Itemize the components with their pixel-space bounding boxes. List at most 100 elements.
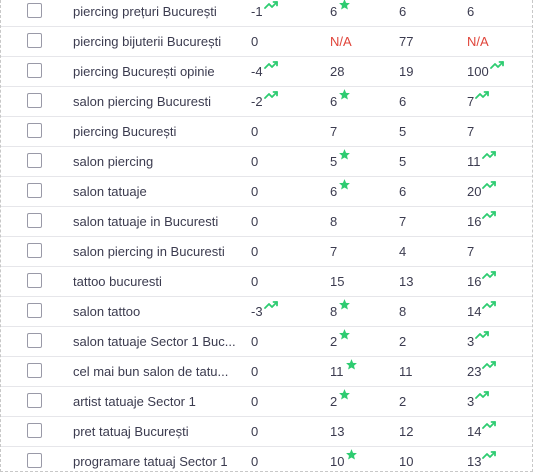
- best-position-cell: 7: [467, 237, 474, 266]
- trend-up-icon: [475, 90, 490, 100]
- table-row: pret tatuaj București 0 13 12 14: [1, 417, 532, 447]
- best-position-cell-value: 14: [467, 304, 482, 319]
- position-cell: 6: [330, 0, 351, 26]
- previous-position-cell-value: 77: [399, 34, 414, 49]
- previous-position-cell-value: 13: [399, 274, 414, 289]
- table-row: salon tatuaje 0 6 6 20: [1, 177, 532, 207]
- previous-position-cell-value: 5: [399, 154, 407, 169]
- best-position-cell: 14: [467, 297, 497, 326]
- previous-position-cell: 6: [399, 87, 406, 116]
- previous-position-cell-value: 6: [399, 184, 407, 199]
- table-row: programare tatuaj Sector 1 0 10 10 13: [1, 447, 532, 471]
- keyword-cell: salon tatuaje Sector 1 Buc...: [73, 327, 241, 356]
- keyword-cell: salon tatuaje: [73, 177, 241, 206]
- position-cell: N/A: [330, 27, 352, 56]
- trend-up-icon: [482, 360, 497, 370]
- change-cell: 0: [251, 207, 258, 236]
- trend-up-icon: [489, 60, 504, 70]
- previous-position-cell: 19: [399, 57, 413, 86]
- best-position-cell-value: 3: [467, 394, 475, 409]
- position-cell: 8: [330, 297, 351, 326]
- position-cell: 6: [330, 87, 351, 116]
- row-checkbox[interactable]: [27, 183, 42, 198]
- trend-up-icon: [263, 90, 278, 100]
- row-checkbox[interactable]: [27, 333, 42, 348]
- change-cell: 0: [251, 327, 258, 356]
- keyword-cell-value: salon piercing Bucuresti: [73, 94, 212, 109]
- trend-up-icon: [263, 300, 278, 310]
- keyword-cell-value: piercing București opinie: [73, 64, 215, 79]
- row-checkbox[interactable]: [27, 303, 42, 318]
- previous-position-cell: 2: [399, 327, 406, 356]
- previous-position-cell: 5: [399, 117, 406, 146]
- best-position-cell-value: 16: [467, 274, 482, 289]
- keyword-cell: artist tatuaje Sector 1: [73, 387, 241, 416]
- change-cell-value: 0: [251, 34, 259, 49]
- keyword-cell: piercing prețuri București: [73, 0, 241, 26]
- previous-position-cell: 12: [399, 417, 413, 446]
- best-position-cell-value: 20: [467, 184, 482, 199]
- change-cell-value: 0: [251, 274, 259, 289]
- best-position-cell: 20: [467, 177, 497, 206]
- previous-position-cell-value: 6: [399, 4, 407, 19]
- row-checkbox[interactable]: [27, 33, 42, 48]
- position-cell-value: 28: [330, 64, 345, 79]
- best-position-cell-value: 100: [467, 64, 489, 79]
- change-cell: -1: [251, 0, 278, 26]
- keyword-cell: piercing bijuterii București: [73, 27, 241, 56]
- previous-position-cell: 13: [399, 267, 413, 296]
- position-cell: 2: [330, 327, 351, 356]
- best-position-cell-value: 7: [467, 244, 475, 259]
- star-icon: [338, 328, 351, 341]
- trend-up-icon: [482, 210, 497, 220]
- change-cell: 0: [251, 417, 258, 446]
- row-checkbox[interactable]: [27, 213, 42, 228]
- row-checkbox[interactable]: [27, 393, 42, 408]
- star-icon: [338, 388, 351, 401]
- position-cell-value: 8: [330, 304, 338, 319]
- keyword-cell-value: salon tatuaje: [73, 184, 147, 199]
- position-cell-value: N/A: [330, 34, 352, 49]
- best-position-cell-value: 7: [467, 94, 475, 109]
- change-cell: -2: [251, 87, 278, 116]
- keyword-cell: tattoo bucuresti: [73, 267, 241, 296]
- row-checkbox[interactable]: [27, 93, 42, 108]
- best-position-cell-value: 13: [467, 454, 482, 469]
- keyword-cell: piercing București: [73, 117, 241, 146]
- table-row: piercing prețuri București -1 6 6 6: [1, 0, 532, 27]
- best-position-cell: 14: [467, 417, 497, 446]
- row-checkbox[interactable]: [27, 63, 42, 78]
- table-row: salon tatuaje Sector 1 Buc... 0 2 2 3: [1, 327, 532, 357]
- best-position-cell: 11: [467, 147, 496, 176]
- previous-position-cell-value: 5: [399, 124, 407, 139]
- row-checkbox[interactable]: [27, 3, 42, 18]
- table-row: cel mai bun salon de tatu... 0 11 11 23: [1, 357, 532, 387]
- keyword-cell: salon piercing in Bucuresti: [73, 237, 241, 266]
- change-cell-value: -3: [251, 304, 263, 319]
- trend-up-icon: [482, 300, 497, 310]
- row-checkbox[interactable]: [27, 153, 42, 168]
- row-checkbox[interactable]: [27, 363, 42, 378]
- position-cell: 13: [330, 417, 344, 446]
- change-cell-value: 0: [251, 214, 259, 229]
- row-checkbox[interactable]: [27, 123, 42, 138]
- table-row: tattoo bucuresti 0 15 13 16: [1, 267, 532, 297]
- change-cell: 0: [251, 237, 258, 266]
- position-cell-value: 2: [330, 394, 338, 409]
- position-cell-value: 5: [330, 154, 338, 169]
- best-position-cell: 16: [467, 207, 497, 236]
- trend-up-icon: [482, 420, 497, 430]
- row-checkbox[interactable]: [27, 243, 42, 258]
- previous-position-cell-value: 11: [399, 364, 413, 379]
- previous-position-cell: 7: [399, 207, 406, 236]
- position-cell-value: 10: [330, 454, 345, 469]
- change-cell: 0: [251, 177, 258, 206]
- change-cell: 0: [251, 27, 258, 56]
- keyword-cell-value: piercing bijuterii București: [73, 34, 222, 49]
- row-checkbox[interactable]: [27, 273, 42, 288]
- row-checkbox[interactable]: [27, 453, 42, 468]
- row-checkbox[interactable]: [27, 423, 42, 438]
- best-position-cell: N/A: [467, 27, 489, 56]
- position-cell-value: 7: [330, 124, 338, 139]
